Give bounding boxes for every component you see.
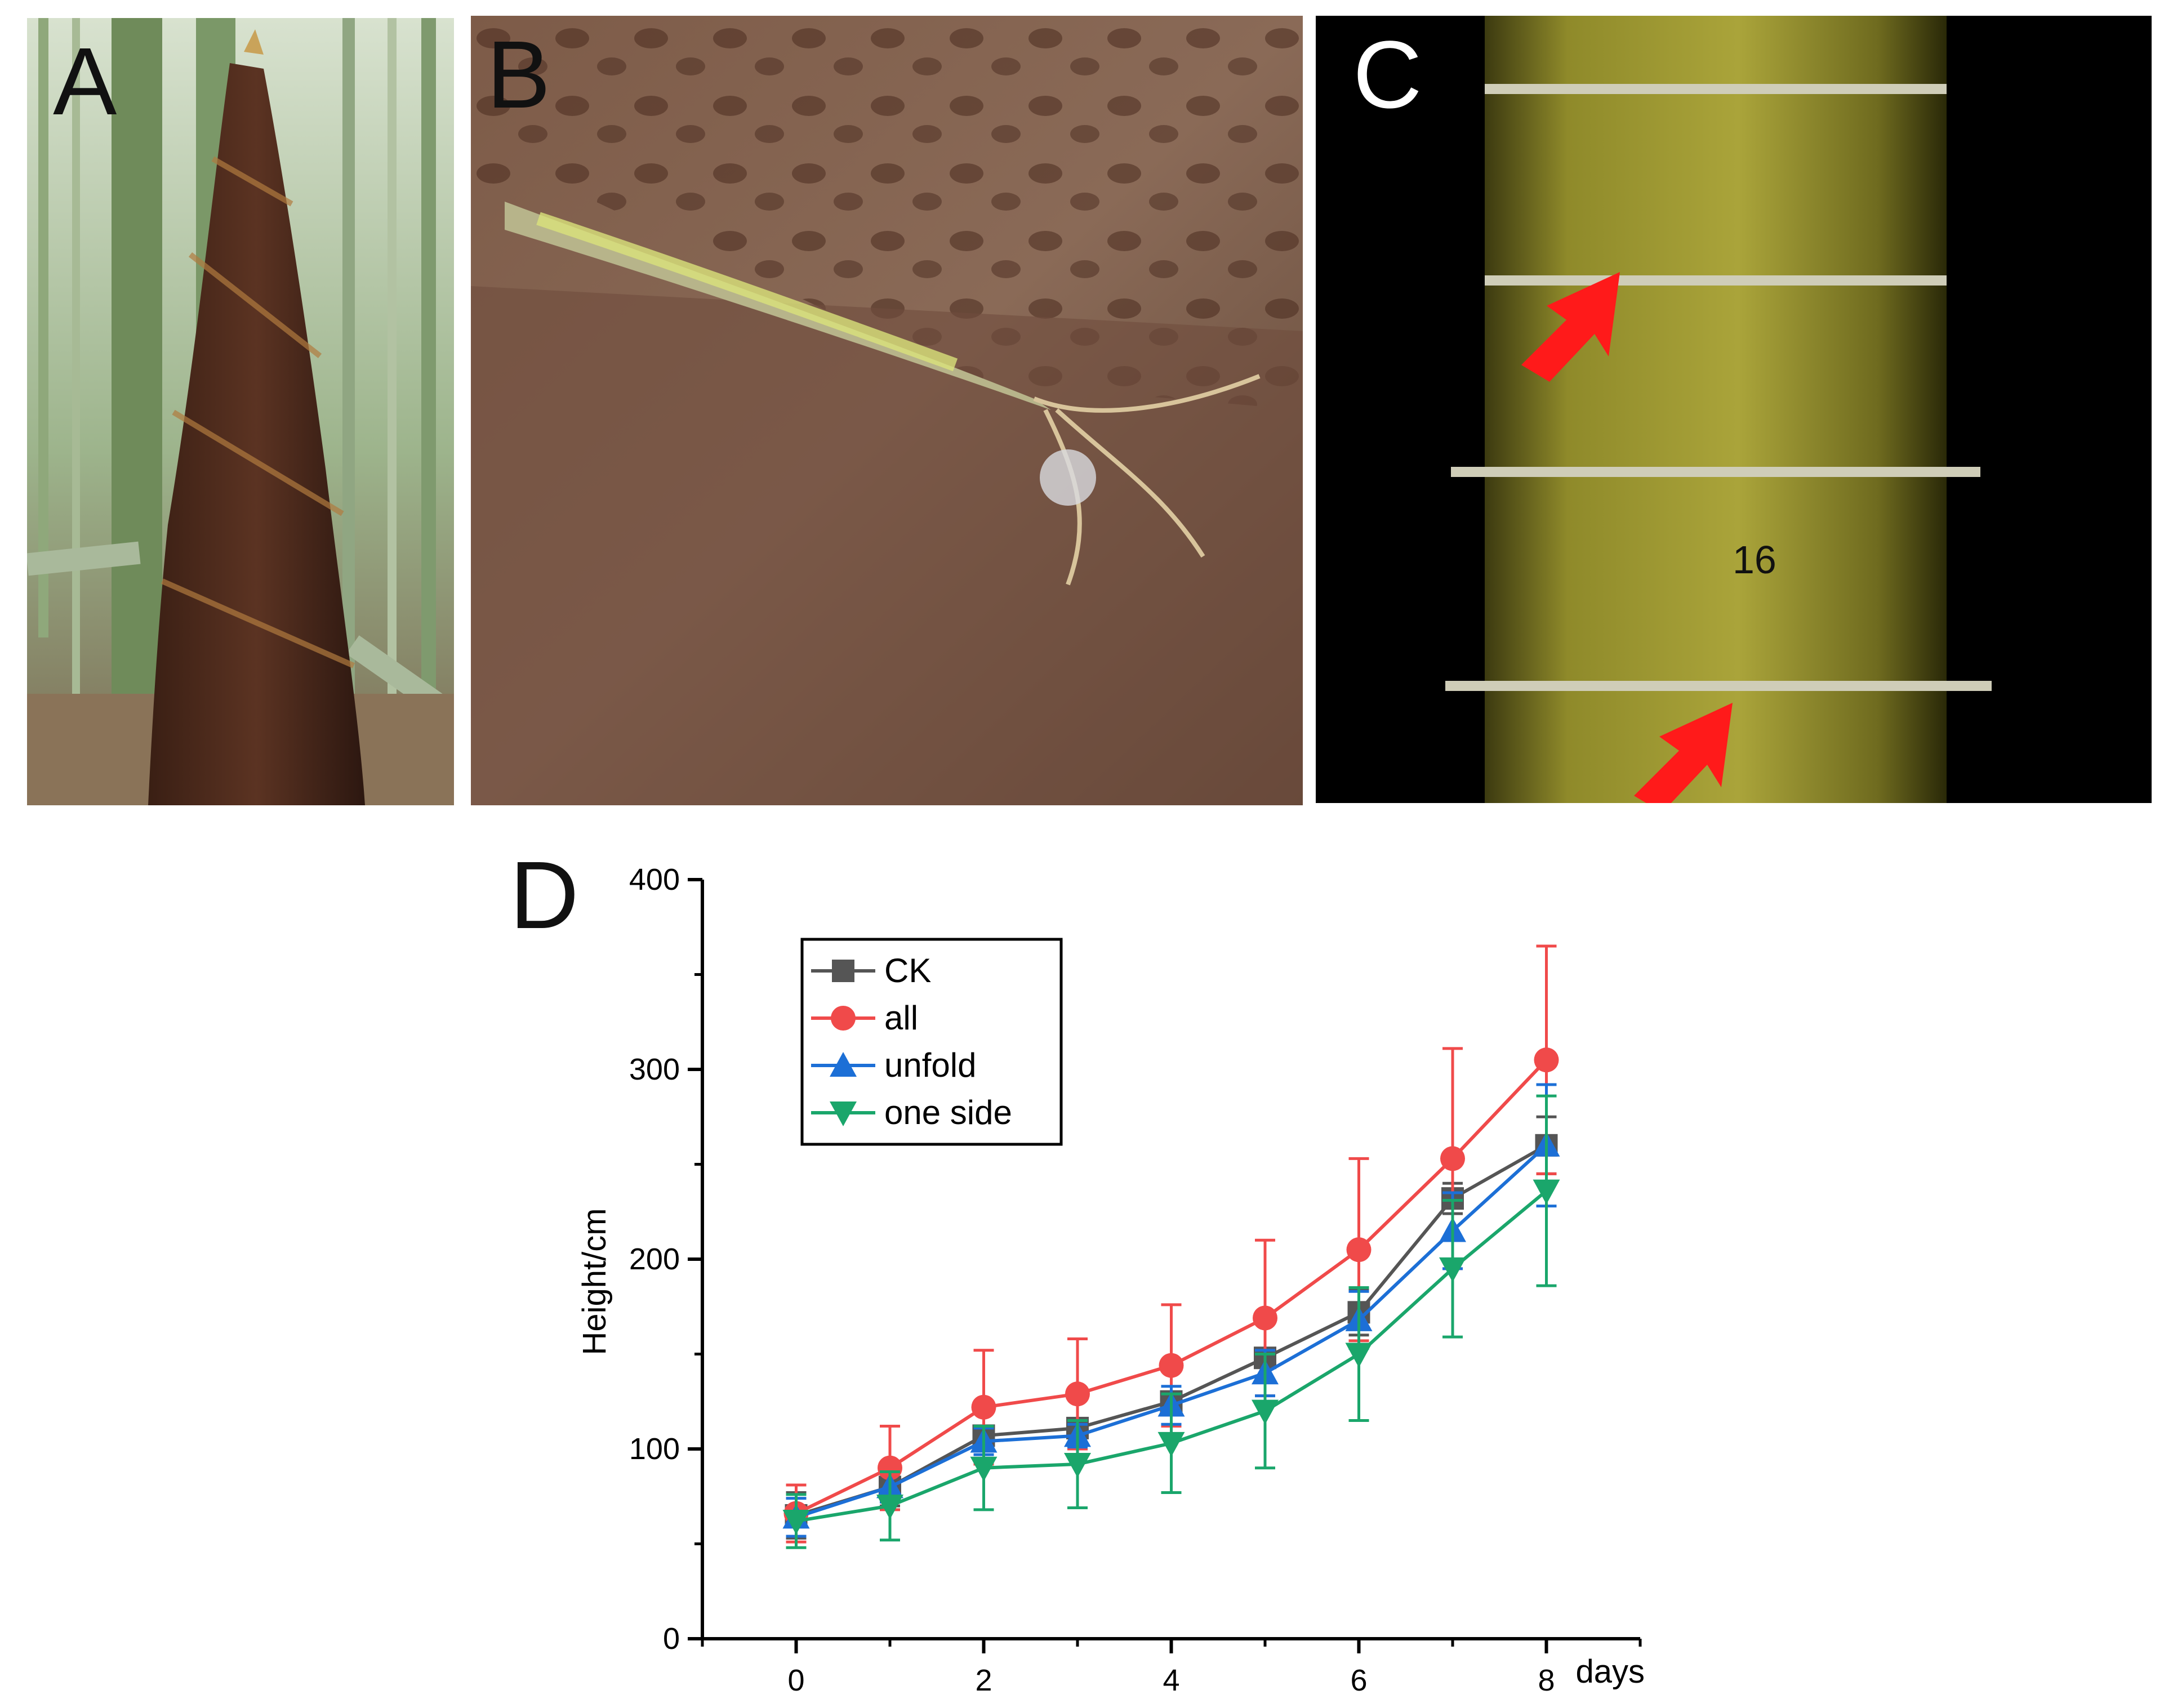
chart-canvas: 0 100 200 300 400 0 2 4 6 8 days Height/cm CK all unf…: [576, 863, 1645, 1697]
legend-label: CK: [884, 952, 931, 989]
legend-marker: [830, 1052, 857, 1077]
data-point: [878, 1455, 902, 1480]
data-point: [1346, 1237, 1372, 1263]
data-point: [1345, 1343, 1373, 1368]
data-point: [1253, 1305, 1277, 1331]
legend-marker: [831, 1006, 856, 1031]
panel-label-b: B: [487, 21, 551, 128]
legend-label: one side: [884, 1094, 1012, 1131]
data-point: [1534, 1047, 1559, 1073]
y-axis-label: Height/cm: [576, 1208, 613, 1355]
x-tick-label: 6: [1350, 1664, 1367, 1697]
legend-label: all: [884, 999, 918, 1037]
data-point: [1065, 1381, 1090, 1407]
height-growth-chart: D 0 100 200 300 400 0 2 4 6 8 days Height/cm CK all u…: [0, 833, 2164, 1708]
x-axis-label: days: [1576, 1653, 1645, 1690]
photo-culm-internodes: 16 C: [1316, 16, 2152, 803]
y-tick-label: 300: [629, 1053, 680, 1086]
data-point: [971, 1394, 996, 1420]
culm-ink-mark: 16: [1733, 538, 1776, 582]
data-point: [876, 1495, 903, 1520]
x-tick-label: 4: [1163, 1664, 1179, 1697]
x-tick-label: 8: [1538, 1664, 1555, 1697]
chart-legend: CK all unfold one side: [800, 938, 1063, 1146]
data-point: [782, 1510, 810, 1535]
photo-sheath-closeup: B: [471, 16, 1303, 805]
data-point: [1533, 1179, 1560, 1205]
data-point: [1064, 1452, 1091, 1478]
y-tick-label: 0: [663, 1622, 680, 1656]
chart-series: [782, 944, 1560, 1549]
arrow-upper-node: [1521, 272, 1620, 382]
series-one-side: [782, 1094, 1560, 1549]
chart-axes: 0 100 200 300 400 0 2 4 6 8 days Height/cm: [576, 863, 1645, 1697]
panel-label-d: D: [510, 842, 579, 949]
legend-marker: [832, 960, 854, 982]
arrow-lower-node: [1634, 703, 1733, 803]
data-point: [1439, 1257, 1466, 1282]
photo-bamboo-shoot: A: [27, 18, 454, 805]
data-point: [1159, 1353, 1184, 1378]
y-tick-label: 100: [629, 1432, 680, 1466]
data-point: [1157, 1431, 1185, 1457]
data-point: [970, 1456, 998, 1482]
panel-label-c: C: [1353, 21, 1422, 128]
panel-label-a: A: [53, 28, 117, 135]
y-tick-label: 200: [629, 1242, 680, 1276]
legend-label: unfold: [884, 1046, 976, 1084]
legend-marker: [830, 1101, 857, 1126]
y-tick-label: 400: [629, 863, 680, 897]
x-tick-label: 0: [787, 1664, 804, 1697]
x-tick-label: 2: [975, 1664, 992, 1697]
data-point: [1440, 1146, 1465, 1171]
data-point: [1252, 1399, 1279, 1425]
